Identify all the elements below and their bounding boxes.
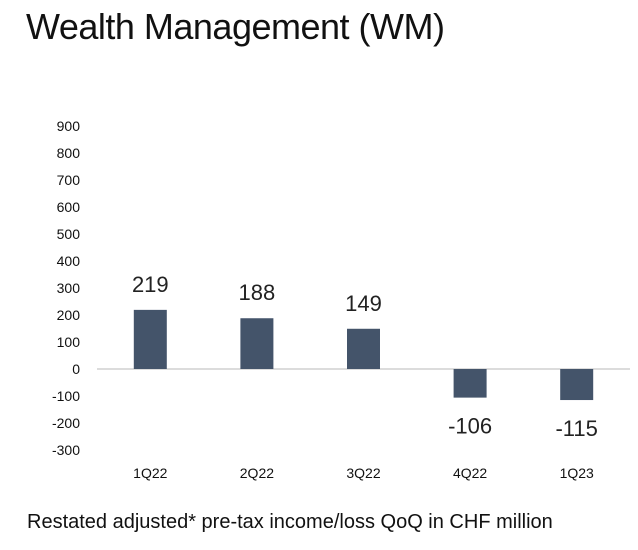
y-tick-label: -100: [52, 388, 80, 404]
x-axis: 1Q22 2Q22 3Q22 4Q22 1Q23: [133, 465, 594, 481]
data-label: 188: [239, 280, 276, 305]
x-tick-label: 2Q22: [240, 465, 274, 481]
data-label: 219: [132, 272, 169, 297]
bar-1q22: [133, 309, 167, 369]
bar-4q22: [453, 369, 487, 398]
y-tick-label: 700: [57, 172, 81, 188]
y-tick-label: -300: [52, 442, 80, 458]
y-tick-label: 300: [57, 280, 81, 296]
x-tick-label: 3Q22: [346, 465, 380, 481]
chart-caption: Restated adjusted* pre-tax income/loss Q…: [27, 511, 553, 533]
y-tick-label: -200: [52, 415, 80, 431]
x-tick-label: 1Q23: [560, 465, 594, 481]
bar-3q22: [347, 328, 380, 369]
bar-2q22: [240, 318, 274, 369]
y-tick-label: 400: [57, 253, 81, 269]
data-label: -115: [555, 416, 597, 441]
data-labels: 219 188 149 -106 -115: [132, 272, 598, 441]
x-tick-label: 1Q22: [133, 465, 167, 481]
bar-series: [133, 309, 594, 401]
y-axis: 900 800 700 600 500 400 300 200 100 0 -100 -200 -300: [52, 118, 80, 458]
y-tick-label: 200: [57, 307, 81, 323]
data-label: 149: [345, 291, 382, 316]
chart-title: Wealth Management (WM): [26, 6, 445, 47]
y-tick-label: 0: [72, 361, 80, 377]
y-tick-label: 600: [57, 199, 81, 215]
x-tick-label: 4Q22: [453, 465, 487, 481]
bar-1q23: [560, 369, 594, 401]
bar-chart: 900 800 700 600 500 400 300 200 100 0 -100 -200 -300…: [52, 118, 630, 481]
y-tick-label: 900: [57, 118, 81, 134]
data-label: -106: [448, 414, 492, 439]
y-tick-label: 500: [57, 226, 81, 242]
y-tick-label: 100: [57, 334, 81, 350]
y-tick-label: 800: [57, 145, 81, 161]
